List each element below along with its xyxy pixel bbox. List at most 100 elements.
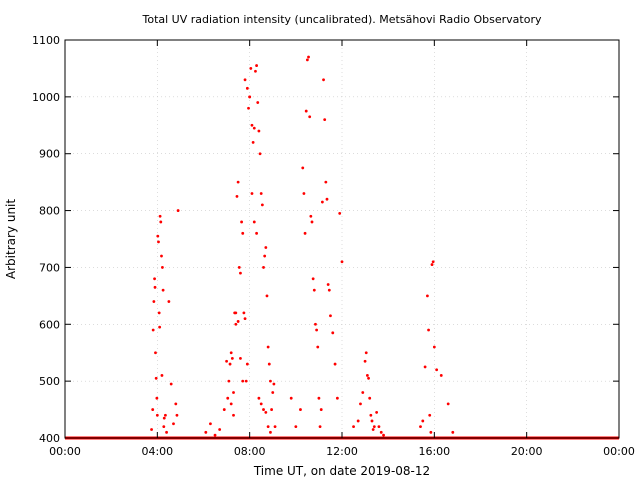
data-point [289,396,293,400]
data-point [369,413,373,417]
data-point [157,311,161,315]
data-point [157,240,160,244]
data-point [265,294,269,298]
data-point [248,95,252,99]
data-point [260,203,264,207]
data-point [429,430,433,434]
data-point [232,413,235,417]
data-point [325,197,329,201]
y-tick-label: 800 [39,205,60,218]
data-point [229,351,233,355]
data-point [229,402,233,406]
y-axis-label: Arbitrary unit [4,199,18,279]
axis-ticks [64,39,620,439]
data-point [240,220,243,224]
data-point [430,263,434,266]
data-point [245,86,249,90]
data-point [162,425,166,429]
data-point [245,362,249,366]
data-point [359,402,362,406]
data-point [419,425,422,429]
data-point [218,428,222,431]
data-point [158,214,162,218]
data-point [262,408,265,411]
data-point [151,328,155,332]
data-point [227,379,231,383]
data-point [241,231,245,235]
data-point [427,328,430,332]
data-point [239,357,242,360]
data-point [310,220,314,224]
data-point [237,266,241,269]
data-point [155,396,159,400]
data-point [266,345,270,349]
data-point [213,433,217,437]
data-point [252,126,256,130]
data-point [316,345,320,349]
data-point [204,430,208,434]
data-point [230,357,234,360]
data-point [258,152,262,156]
y-tick-label: 1100 [32,34,60,47]
data-point [242,311,246,315]
data-point [439,374,443,377]
data-point [232,391,235,394]
data-point [307,55,310,59]
data-point [235,194,239,198]
chart-title: Total UV radiation intensity (uncalibrat… [142,13,542,26]
data-point [209,422,212,426]
data-point [154,351,157,355]
data-point [319,408,323,411]
y-tick-label: 900 [39,148,60,161]
data-point [234,322,238,326]
data-point [320,200,324,204]
data-point [375,411,379,414]
data-point [259,192,263,195]
data-point [152,300,156,303]
data-point [426,294,429,298]
data-point [272,382,276,386]
data-point [257,396,261,400]
data-point [226,396,230,400]
data-point [239,271,242,275]
data-point [271,391,275,394]
data-point [326,283,330,286]
data-point [250,123,254,127]
x-tick-label: 12:00 [326,445,358,458]
data-point [167,300,171,303]
data-point [317,396,321,400]
data-point [158,325,162,329]
data-point [305,58,309,62]
data-point [435,368,439,372]
data-point [150,428,153,431]
data-point [161,288,165,292]
data-point [270,408,273,411]
data-point [175,413,179,417]
y-tick-label: 700 [39,261,60,274]
data-point [161,266,164,269]
data-point [327,288,331,292]
data-point [243,78,247,82]
data-point [312,288,316,292]
data-point [421,419,425,423]
data-point [308,115,312,119]
data-point [164,413,167,417]
data-point [323,118,327,121]
data-point [169,382,173,386]
data-point [222,408,226,411]
data-point [251,140,255,144]
data-point [299,408,302,411]
data-point [333,362,337,366]
y-tick-label: 500 [39,375,60,388]
data-point [269,430,272,434]
data-point [367,376,370,380]
data-point [340,260,344,264]
data-point [379,430,383,434]
data-point [303,231,307,235]
data-point [151,408,155,411]
data-point [365,374,369,377]
data-point [301,166,305,170]
data-point [446,402,450,406]
data-points [150,55,455,437]
